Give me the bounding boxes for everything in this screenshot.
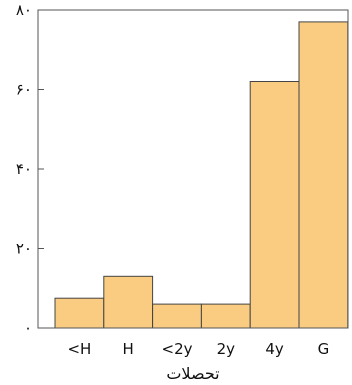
- bar-2: [152, 303, 202, 329]
- x-tick-label-3: 2y: [217, 340, 236, 358]
- y-axis: ۰ ۲۰ ۴۰ ۶۰ ۸۰: [16, 1, 44, 337]
- bar-4: [249, 81, 300, 329]
- x-axis: <H H <2y 2y 4y G: [67, 340, 329, 358]
- x-tick-label-5: G: [318, 340, 330, 358]
- x-tick-label-1: H: [123, 340, 134, 358]
- x-tick-label-0: <H: [67, 340, 91, 358]
- x-axis-title: تحصلات: [166, 364, 219, 383]
- y-tick-label-3: ۶۰: [16, 81, 32, 99]
- y-tick-label-0: ۰: [24, 319, 32, 337]
- bar-0: [54, 297, 105, 329]
- y-tick-label-1: ۲۰: [16, 240, 32, 258]
- y-tick-label-2: ۴۰: [16, 160, 32, 178]
- y-tick-label-4: ۸۰: [16, 1, 32, 19]
- bar-1: [103, 275, 154, 329]
- x-tick-label-2: <2y: [162, 340, 193, 358]
- bar-3: [200, 303, 251, 329]
- x-tick-label-4: 4y: [265, 340, 284, 358]
- bars-layer: [54, 21, 349, 329]
- bar-5: [298, 21, 349, 329]
